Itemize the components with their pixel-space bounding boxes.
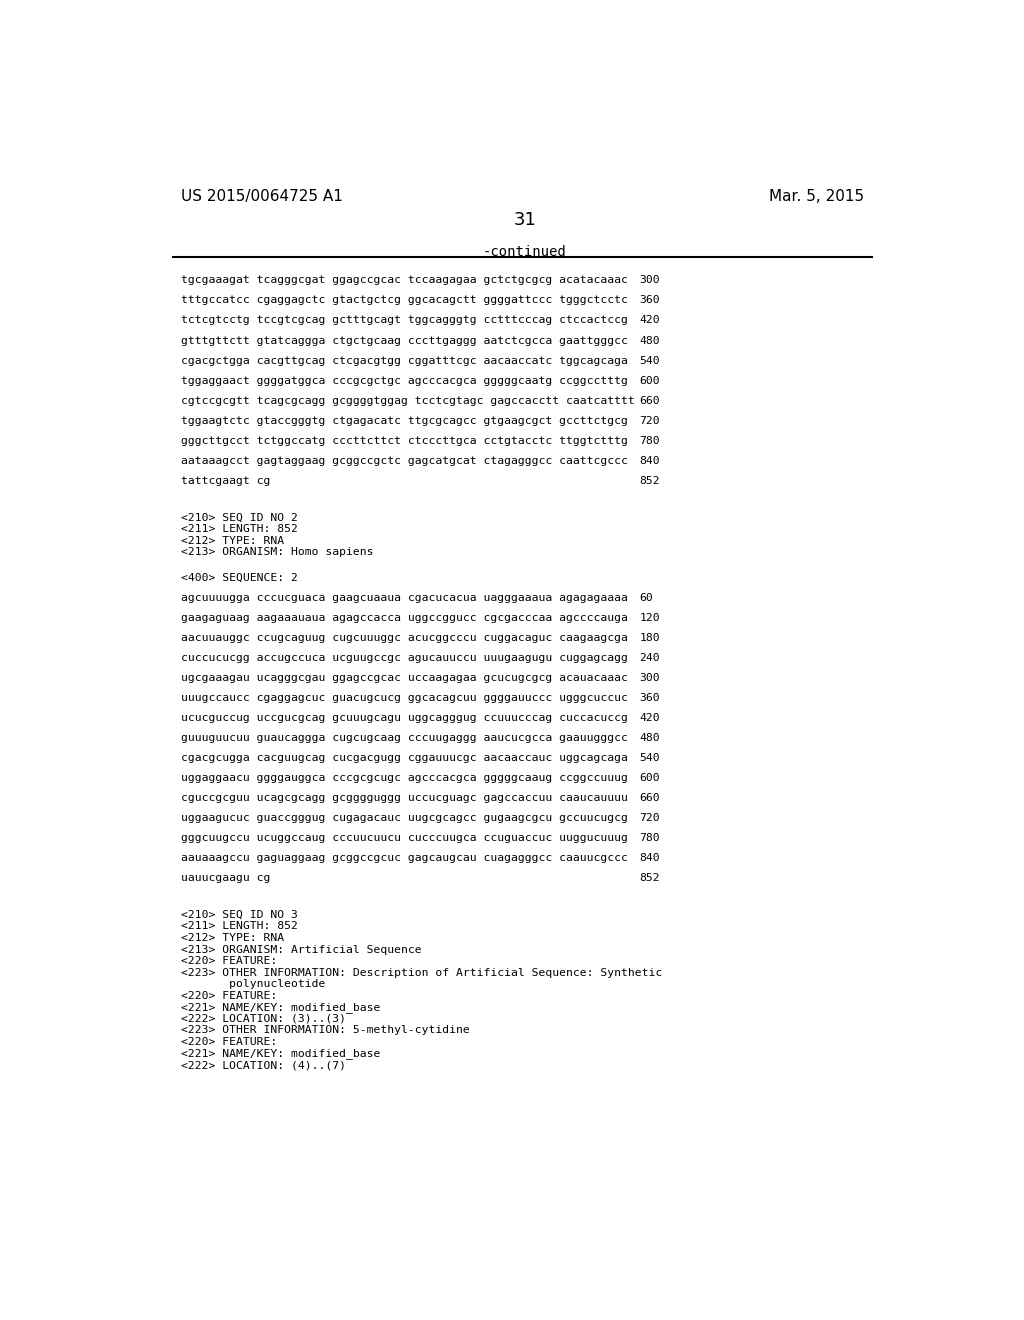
Text: 600: 600: [640, 774, 660, 783]
Text: 600: 600: [640, 376, 660, 385]
Text: aacuuauggc ccugcaguug cugcuuuggc acucggcccu cuggacaguc caagaagcga: aacuuauggc ccugcaguug cugcuuuggc acucggc…: [180, 632, 628, 643]
Text: tggaggaact ggggatggca cccgcgctgc agcccacgca gggggcaatg ccggcctttg: tggaggaact ggggatggca cccgcgctgc agcccac…: [180, 376, 628, 385]
Text: 780: 780: [640, 436, 660, 446]
Text: uuugccaucc cgaggagcuc guacugcucg ggcacagcuu ggggauuccc ugggcuccuc: uuugccaucc cgaggagcuc guacugcucg ggcacag…: [180, 693, 628, 702]
Text: 540: 540: [640, 355, 660, 366]
Text: guuuguucuu guaucaggga cugcugcaag cccuugaggg aaucucgcca gaauugggcc: guuuguucuu guaucaggga cugcugcaag cccuuga…: [180, 733, 628, 743]
Text: 120: 120: [640, 612, 660, 623]
Text: <220> FEATURE:: <220> FEATURE:: [180, 956, 276, 966]
Text: <210> SEQ ID NO 3: <210> SEQ ID NO 3: [180, 909, 298, 920]
Text: cguccgcguu ucagcgcagg gcgggguggg uccucguagc gagccaccuu caaucauuuu: cguccgcguu ucagcgcagg gcgggguggg uccucgu…: [180, 793, 628, 803]
Text: uauucgaagu cg: uauucgaagu cg: [180, 873, 270, 883]
Text: 360: 360: [640, 296, 660, 305]
Text: aataaagcct gagtaggaag gcggccgctc gagcatgcat ctagagggcc caattcgccc: aataaagcct gagtaggaag gcggccgctc gagcatg…: [180, 455, 628, 466]
Text: ucucguccug uccgucgcag gcuuugcagu uggcagggug ccuuucccag cuccacuccg: ucucguccug uccgucgcag gcuuugcagu uggcagg…: [180, 713, 628, 723]
Text: tttgccatcc cgaggagctc gtactgctcg ggcacagctt ggggattccc tgggctcctc: tttgccatcc cgaggagctc gtactgctcg ggcacag…: [180, 296, 628, 305]
Text: 840: 840: [640, 853, 660, 863]
Text: tctcgtcctg tccgtcgcag gctttgcagt tggcagggtg cctttcccag ctccactccg: tctcgtcctg tccgtcgcag gctttgcagt tggcagg…: [180, 315, 628, 326]
Text: <211> LENGTH: 852: <211> LENGTH: 852: [180, 921, 298, 932]
Text: 852: 852: [640, 475, 660, 486]
Text: <213> ORGANISM: Artificial Sequence: <213> ORGANISM: Artificial Sequence: [180, 945, 421, 954]
Text: 720: 720: [640, 416, 660, 425]
Text: <223> OTHER INFORMATION: 5-methyl-cytidine: <223> OTHER INFORMATION: 5-methyl-cytidi…: [180, 1026, 469, 1035]
Text: 780: 780: [640, 833, 660, 843]
Text: 480: 480: [640, 733, 660, 743]
Text: aauaaagccu gaguaggaag gcggccgcuc gagcaugcau cuagagggcc caauucgccc: aauaaagccu gaguaggaag gcggccgcuc gagcaug…: [180, 853, 628, 863]
Text: 480: 480: [640, 335, 660, 346]
Text: 660: 660: [640, 793, 660, 803]
Text: gggcttgcct tctggccatg cccttcttct ctcccttgca cctgtacctc ttggtctttg: gggcttgcct tctggccatg cccttcttct ctccctt…: [180, 436, 628, 446]
Text: uggaagucuc guaccgggug cugagacauc uugcgcagcc gugaagcgcu gccuucugcg: uggaagucuc guaccgggug cugagacauc uugcgca…: [180, 813, 628, 822]
Text: <400> SEQUENCE: 2: <400> SEQUENCE: 2: [180, 573, 298, 582]
Text: uggaggaacu ggggauggca cccgcgcugc agcccacgca gggggcaaug ccggccuuug: uggaggaacu ggggauggca cccgcgcugc agcccac…: [180, 774, 628, 783]
Text: tgcgaaagat tcagggcgat ggagccgcac tccaagagaa gctctgcgcg acatacaaac: tgcgaaagat tcagggcgat ggagccgcac tccaaga…: [180, 276, 628, 285]
Text: <221> NAME/KEY: modified_base: <221> NAME/KEY: modified_base: [180, 1048, 380, 1060]
Text: US 2015/0064725 A1: US 2015/0064725 A1: [180, 189, 343, 205]
Text: 60: 60: [640, 593, 653, 603]
Text: gaagaguaag aagaaauaua agagccacca uggccggucc cgcgacccaa agccccauga: gaagaguaag aagaaauaua agagccacca uggccgg…: [180, 612, 628, 623]
Text: ugcgaaagau ucagggcgau ggagccgcac uccaagagaa gcucugcgcg acauacaaac: ugcgaaagau ucagggcgau ggagccgcac uccaaga…: [180, 673, 628, 682]
Text: polynucleotide: polynucleotide: [180, 979, 325, 989]
Text: 240: 240: [640, 653, 660, 663]
Text: 660: 660: [640, 396, 660, 405]
Text: cuccucucgg accugccuca ucguugccgc agucauuccu uuugaagugu cuggagcagg: cuccucucgg accugccuca ucguugccgc agucauu…: [180, 653, 628, 663]
Text: 852: 852: [640, 873, 660, 883]
Text: agcuuuugga cccucguaca gaagcuaaua cgacucacua uagggaaaua agagagaaaa: agcuuuugga cccucguaca gaagcuaaua cgacuca…: [180, 593, 628, 603]
Text: 420: 420: [640, 315, 660, 326]
Text: <211> LENGTH: 852: <211> LENGTH: 852: [180, 524, 298, 535]
Text: <212> TYPE: RNA: <212> TYPE: RNA: [180, 536, 284, 545]
Text: <223> OTHER INFORMATION: Description of Artificial Sequence: Synthetic: <223> OTHER INFORMATION: Description of …: [180, 968, 662, 978]
Text: <210> SEQ ID NO 2: <210> SEQ ID NO 2: [180, 512, 298, 523]
Text: <220> FEATURE:: <220> FEATURE:: [180, 991, 276, 1001]
Text: 360: 360: [640, 693, 660, 702]
Text: cgacgctgga cacgttgcag ctcgacgtgg cggatttcgc aacaaccatc tggcagcaga: cgacgctgga cacgttgcag ctcgacgtgg cggattt…: [180, 355, 628, 366]
Text: <221> NAME/KEY: modified_base: <221> NAME/KEY: modified_base: [180, 1002, 380, 1014]
Text: Mar. 5, 2015: Mar. 5, 2015: [769, 189, 864, 205]
Text: gggcuugccu ucuggccaug cccuucuucu cucccuugca ccuguaccuc uuggucuuug: gggcuugccu ucuggccaug cccuucuucu cucccuu…: [180, 833, 628, 843]
Text: 540: 540: [640, 752, 660, 763]
Text: tggaagtctc gtaccgggtg ctgagacatc ttgcgcagcc gtgaagcgct gccttctgcg: tggaagtctc gtaccgggtg ctgagacatc ttgcgca…: [180, 416, 628, 425]
Text: -continued: -continued: [483, 244, 566, 259]
Text: 420: 420: [640, 713, 660, 723]
Text: 300: 300: [640, 673, 660, 682]
Text: cgacgcugga cacguugcag cucgacgugg cggauuucgc aacaaccauc uggcagcaga: cgacgcugga cacguugcag cucgacgugg cggauuu…: [180, 752, 628, 763]
Text: <212> TYPE: RNA: <212> TYPE: RNA: [180, 933, 284, 942]
Text: 840: 840: [640, 455, 660, 466]
Text: gtttgttctt gtatcaggga ctgctgcaag cccttgaggg aatctcgcca gaattgggcc: gtttgttctt gtatcaggga ctgctgcaag cccttga…: [180, 335, 628, 346]
Text: <220> FEATURE:: <220> FEATURE:: [180, 1038, 276, 1047]
Text: cgtccgcgtt tcagcgcagg gcggggtggag tcctcgtagc gagccacctt caatcatttt: cgtccgcgtt tcagcgcagg gcggggtggag tcctcg…: [180, 396, 635, 405]
Text: <213> ORGANISM: Homo sapiens: <213> ORGANISM: Homo sapiens: [180, 548, 373, 557]
Text: 31: 31: [513, 211, 537, 228]
Text: 720: 720: [640, 813, 660, 822]
Text: 300: 300: [640, 276, 660, 285]
Text: <222> LOCATION: (3)..(3): <222> LOCATION: (3)..(3): [180, 1014, 346, 1024]
Text: tattcgaagt cg: tattcgaagt cg: [180, 475, 270, 486]
Text: <222> LOCATION: (4)..(7): <222> LOCATION: (4)..(7): [180, 1060, 346, 1071]
Text: 180: 180: [640, 632, 660, 643]
